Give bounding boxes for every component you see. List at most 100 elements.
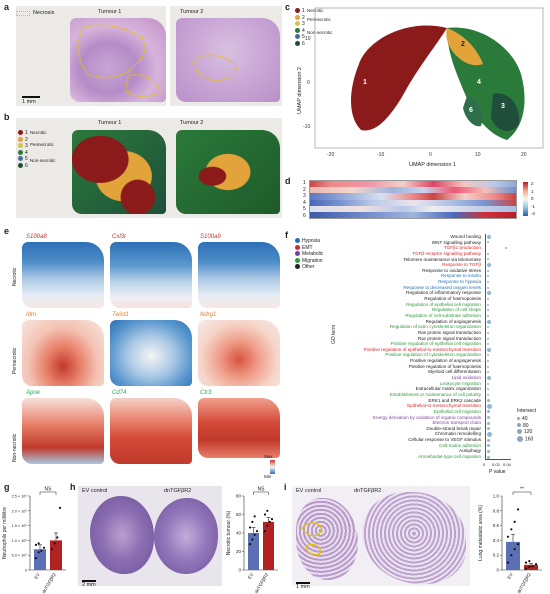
data-point xyxy=(253,515,256,518)
y-axis-title: Lung metastatic area (%) xyxy=(478,505,484,561)
category-label: dnTGFβR2 xyxy=(516,572,532,594)
data-point xyxy=(266,524,269,527)
group-label-nonnecrotic: Non-necrotic xyxy=(30,158,56,163)
gene-ndrg1: Ndrg1 xyxy=(200,312,217,318)
data-point xyxy=(248,526,252,529)
go-legend-emt: EMT xyxy=(295,245,323,252)
go-category-legend: Hypoxia EMT Metabolic Migration Other xyxy=(295,238,323,271)
spatial-map-cxl3r xyxy=(110,242,192,308)
gene-apoe: Apoe xyxy=(26,390,41,396)
gene-ctr3: Ctr3 xyxy=(200,390,212,396)
y-tick-label: 5.0 × 10⁵ xyxy=(12,554,28,558)
go-term-dot xyxy=(505,247,507,250)
go-xtick-3: 0.04 xyxy=(503,462,511,467)
heatmap-row-label-4: 4 xyxy=(303,199,306,206)
panel-e-label: e xyxy=(4,226,10,236)
go-legend-hypoxia: Hypoxia xyxy=(295,238,323,245)
go-term-dot xyxy=(487,450,490,454)
go-term: Positive regulation of cytoskeleton orga… xyxy=(385,352,481,358)
go-term: Chromatin remodelling xyxy=(434,431,481,437)
necrotic-tumour-bar-chart: 80 60 40 20 0 EV dnTGFβR2 NS Necrotic tumour (%) xyxy=(226,487,278,594)
go-term: Response to hypoxia xyxy=(438,279,481,285)
y-tick-label: 0 xyxy=(238,568,241,573)
data-point xyxy=(524,561,528,564)
y-tick-label: 0.4 xyxy=(493,538,500,543)
panel-a: a Necrosis Tumour 1 Tumour 2 1 mm xyxy=(0,0,285,112)
go-term: Regulation of actin cytoskeleton organiz… xyxy=(389,324,481,330)
y-tick-label: 0.2 xyxy=(493,553,500,558)
umap-group-nonnecrotic: Non-necrotic xyxy=(307,30,333,35)
spatial-row-label-nonnecrotic: Non-necrotic xyxy=(12,433,18,462)
go-term: Ras protein signal transduction xyxy=(417,329,481,335)
intersect-size-160: 160 xyxy=(517,435,536,443)
spatial-map-ndrg1 xyxy=(198,320,280,386)
spatial-map-cd74 xyxy=(110,398,192,464)
data-point xyxy=(251,538,254,541)
panel-h-dn-label: dnTGFβR2 xyxy=(164,488,192,494)
go-term: Energy derivation by oxidation of organi… xyxy=(372,414,481,420)
gene-s100a8: S100a8 xyxy=(26,234,47,240)
go-term-dot xyxy=(487,275,489,278)
go-term-dot xyxy=(487,360,489,363)
go-term-dot xyxy=(487,365,489,368)
cluster-map-tumour2 xyxy=(176,130,280,214)
go-legend-metabolic: Metabolic xyxy=(295,251,323,258)
gene-s100a9: S100a9 xyxy=(200,234,221,240)
cluster-map-tumour1 xyxy=(72,130,166,214)
go-term-dot xyxy=(487,403,492,409)
go-term: Amoeboidal-type cell migration xyxy=(418,453,481,459)
bar xyxy=(248,533,259,570)
bar xyxy=(524,564,538,570)
go-term-dot xyxy=(487,337,489,340)
go-dot-column xyxy=(485,234,511,460)
umap-xtick-3: 0 xyxy=(429,152,432,158)
y-tick-label: 2.5 × 10⁶ xyxy=(12,495,28,499)
panel-i: i EV control dnTGFβR2 1 mm 1.0 0.8 0.6 0.4 0… xyxy=(282,480,550,594)
data-point xyxy=(534,562,538,566)
metastasis-outline-ev xyxy=(301,522,323,556)
expression-max-label: Max xyxy=(264,454,273,459)
data-point xyxy=(506,535,510,538)
go-term-dot xyxy=(487,258,489,261)
data-point xyxy=(266,509,269,512)
go-term-dot xyxy=(487,234,491,239)
panel-i-label: i xyxy=(284,482,287,492)
significance-bracket xyxy=(39,491,57,495)
data-point xyxy=(528,560,531,563)
scale-bar-a xyxy=(22,96,40,98)
scale-bar-a-label: 1 mm xyxy=(22,99,36,105)
data-point xyxy=(53,542,56,545)
go-term-dot xyxy=(487,410,490,414)
data-point xyxy=(56,536,59,539)
intersect-title: Intersect xyxy=(517,408,537,414)
go-term: Epithelial cell migration xyxy=(434,408,481,414)
go-term-dot xyxy=(487,382,489,385)
he-section-ev xyxy=(90,496,154,574)
go-term: ERK1 and ERK2 cascade xyxy=(428,397,481,403)
category-label: EV xyxy=(506,571,514,580)
y-tick-label: 20 xyxy=(236,549,242,554)
data-point xyxy=(50,548,54,551)
go-term: WNT signalling pathway xyxy=(431,239,481,245)
go-term-dot xyxy=(487,427,490,431)
significance-bracket xyxy=(512,491,532,495)
go-xtick-1: 0 xyxy=(483,462,486,467)
he-section-dn xyxy=(154,498,218,574)
data-point xyxy=(528,565,531,569)
panel-d-label: d xyxy=(285,176,291,186)
umap-ytick-3: -10 xyxy=(303,124,310,130)
significance-bracket xyxy=(253,491,269,495)
bar xyxy=(34,549,46,570)
go-term: Regulation of angiogenesis xyxy=(425,318,481,324)
significance-label: NS xyxy=(258,487,266,493)
lung-section-ev xyxy=(296,498,358,580)
data-point xyxy=(42,546,46,549)
data-point xyxy=(510,528,513,531)
data-point xyxy=(40,549,43,552)
go-term: Regulation of cell shape xyxy=(431,307,481,313)
data-point xyxy=(524,567,528,570)
bar xyxy=(263,521,274,570)
panel-h: h EV control dnTGFβR2 2 mm 80 60 40 20 0 EV dn… xyxy=(68,480,280,594)
go-term-dot xyxy=(487,432,492,438)
colorbar-tick-4: -1 xyxy=(531,203,536,209)
